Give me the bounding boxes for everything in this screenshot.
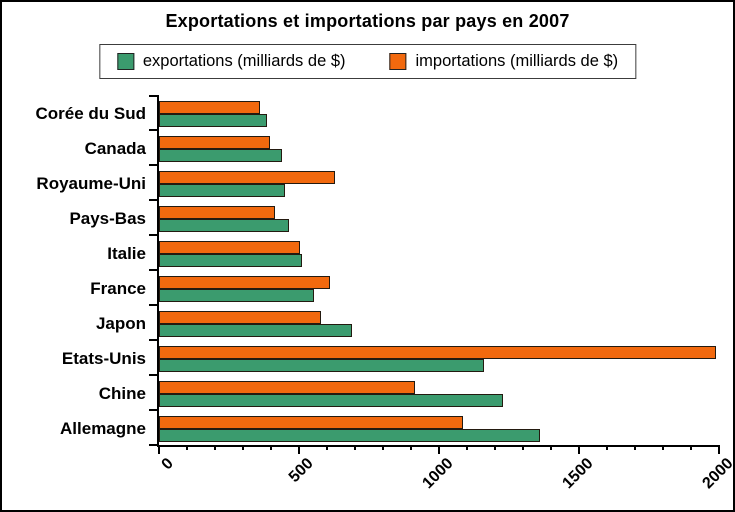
y-axis-tick xyxy=(149,304,157,306)
y-axis-tick xyxy=(149,374,157,376)
category-label-9: Allemagne xyxy=(60,418,146,438)
bar-exportations-0 xyxy=(159,114,267,127)
category-label-0: Corée du Sud xyxy=(35,103,146,123)
x-tick-label-2000: 2000 xyxy=(699,455,735,493)
bar-exportations-1 xyxy=(159,149,283,162)
y-axis-tick xyxy=(149,339,157,341)
x-axis-minor-tick xyxy=(242,445,244,450)
legend-item-exportations: exportations (milliards de $) xyxy=(116,52,346,71)
x-axis-minor-tick xyxy=(270,445,272,450)
y-axis-tick xyxy=(149,444,157,446)
y-axis-tick xyxy=(149,409,157,411)
y-axis-tick xyxy=(149,269,157,271)
bar-importations-3 xyxy=(159,206,276,219)
x-tick-label-0: 0 xyxy=(158,455,178,474)
category-label-2: Royaume-Uni xyxy=(36,173,146,193)
y-axis-tick xyxy=(149,199,157,201)
x-axis-minor-tick xyxy=(186,445,188,450)
bar-importations-1 xyxy=(159,136,270,149)
category-label-8: Chine xyxy=(98,383,146,403)
bar-exportations-3 xyxy=(159,219,290,232)
category-label-4: Italie xyxy=(107,243,146,263)
legend-label-importations: importations (milliards de $) xyxy=(415,52,619,70)
legend-label-exportations: exportations (milliards de $) xyxy=(142,52,346,70)
legend-item-importations: importations (milliards de $) xyxy=(389,52,619,71)
x-axis-major-tick xyxy=(158,445,160,454)
x-axis-minor-tick xyxy=(382,445,384,450)
bar-importations-5 xyxy=(159,276,330,289)
y-axis-tick xyxy=(149,164,157,166)
category-label-6: Japon xyxy=(95,313,146,333)
chart-title: Exportations et importations par pays en… xyxy=(165,11,570,31)
y-axis-tick xyxy=(149,234,157,236)
bar-importations-4 xyxy=(159,241,301,254)
category-label-5: France xyxy=(90,278,146,298)
y-axis-tick xyxy=(149,95,157,97)
bar-exportations-8 xyxy=(159,394,504,407)
plot-area: 0 500 1000 1500 2000 xyxy=(149,95,733,492)
category-label-7: Etats-Unis xyxy=(61,348,146,368)
legend-swatch-importations-icon xyxy=(389,53,407,70)
x-tick-label-500: 500 xyxy=(286,455,318,486)
bar-exportations-4 xyxy=(159,254,302,267)
x-axis-minor-tick xyxy=(550,445,552,450)
x-axis-minor-tick xyxy=(522,445,524,450)
x-axis-major-tick xyxy=(438,445,440,454)
bar-importations-9 xyxy=(159,416,463,429)
x-axis-major-tick xyxy=(578,445,580,454)
x-axis-major-tick xyxy=(298,445,300,454)
bar-importations-2 xyxy=(159,171,336,184)
y-axis-tick xyxy=(149,129,157,131)
x-tick-label-1000: 1000 xyxy=(419,455,458,493)
bar-exportations-7 xyxy=(159,359,484,372)
x-axis-minor-tick xyxy=(606,445,608,450)
bar-importations-7 xyxy=(159,346,717,359)
x-axis-minor-tick xyxy=(410,445,412,450)
x-axis-minor-tick xyxy=(326,445,328,450)
x-axis-minor-tick xyxy=(466,445,468,450)
bar-importations-0 xyxy=(159,101,260,114)
x-axis-minor-tick xyxy=(214,445,216,450)
bar-exportations-5 xyxy=(159,289,315,302)
bar-exportations-2 xyxy=(159,184,285,197)
x-tick-label-1500: 1500 xyxy=(559,455,598,493)
bar-importations-6 xyxy=(159,311,322,324)
x-axis-major-tick xyxy=(718,445,720,454)
bar-importations-8 xyxy=(159,381,416,394)
x-axis-minor-tick xyxy=(634,445,636,450)
category-label-1: Canada xyxy=(84,138,146,158)
legend-swatch-exportations-icon xyxy=(116,53,134,70)
bar-exportations-6 xyxy=(159,324,353,337)
x-axis-minor-tick xyxy=(662,445,664,450)
bar-exportations-9 xyxy=(159,429,540,442)
x-axis-minor-tick xyxy=(690,445,692,450)
category-label-3: Pays-Bas xyxy=(69,208,146,228)
legend: exportations (milliards de $) importation… xyxy=(98,44,637,79)
x-axis-minor-tick xyxy=(354,445,356,450)
x-axis-minor-tick xyxy=(494,445,496,450)
